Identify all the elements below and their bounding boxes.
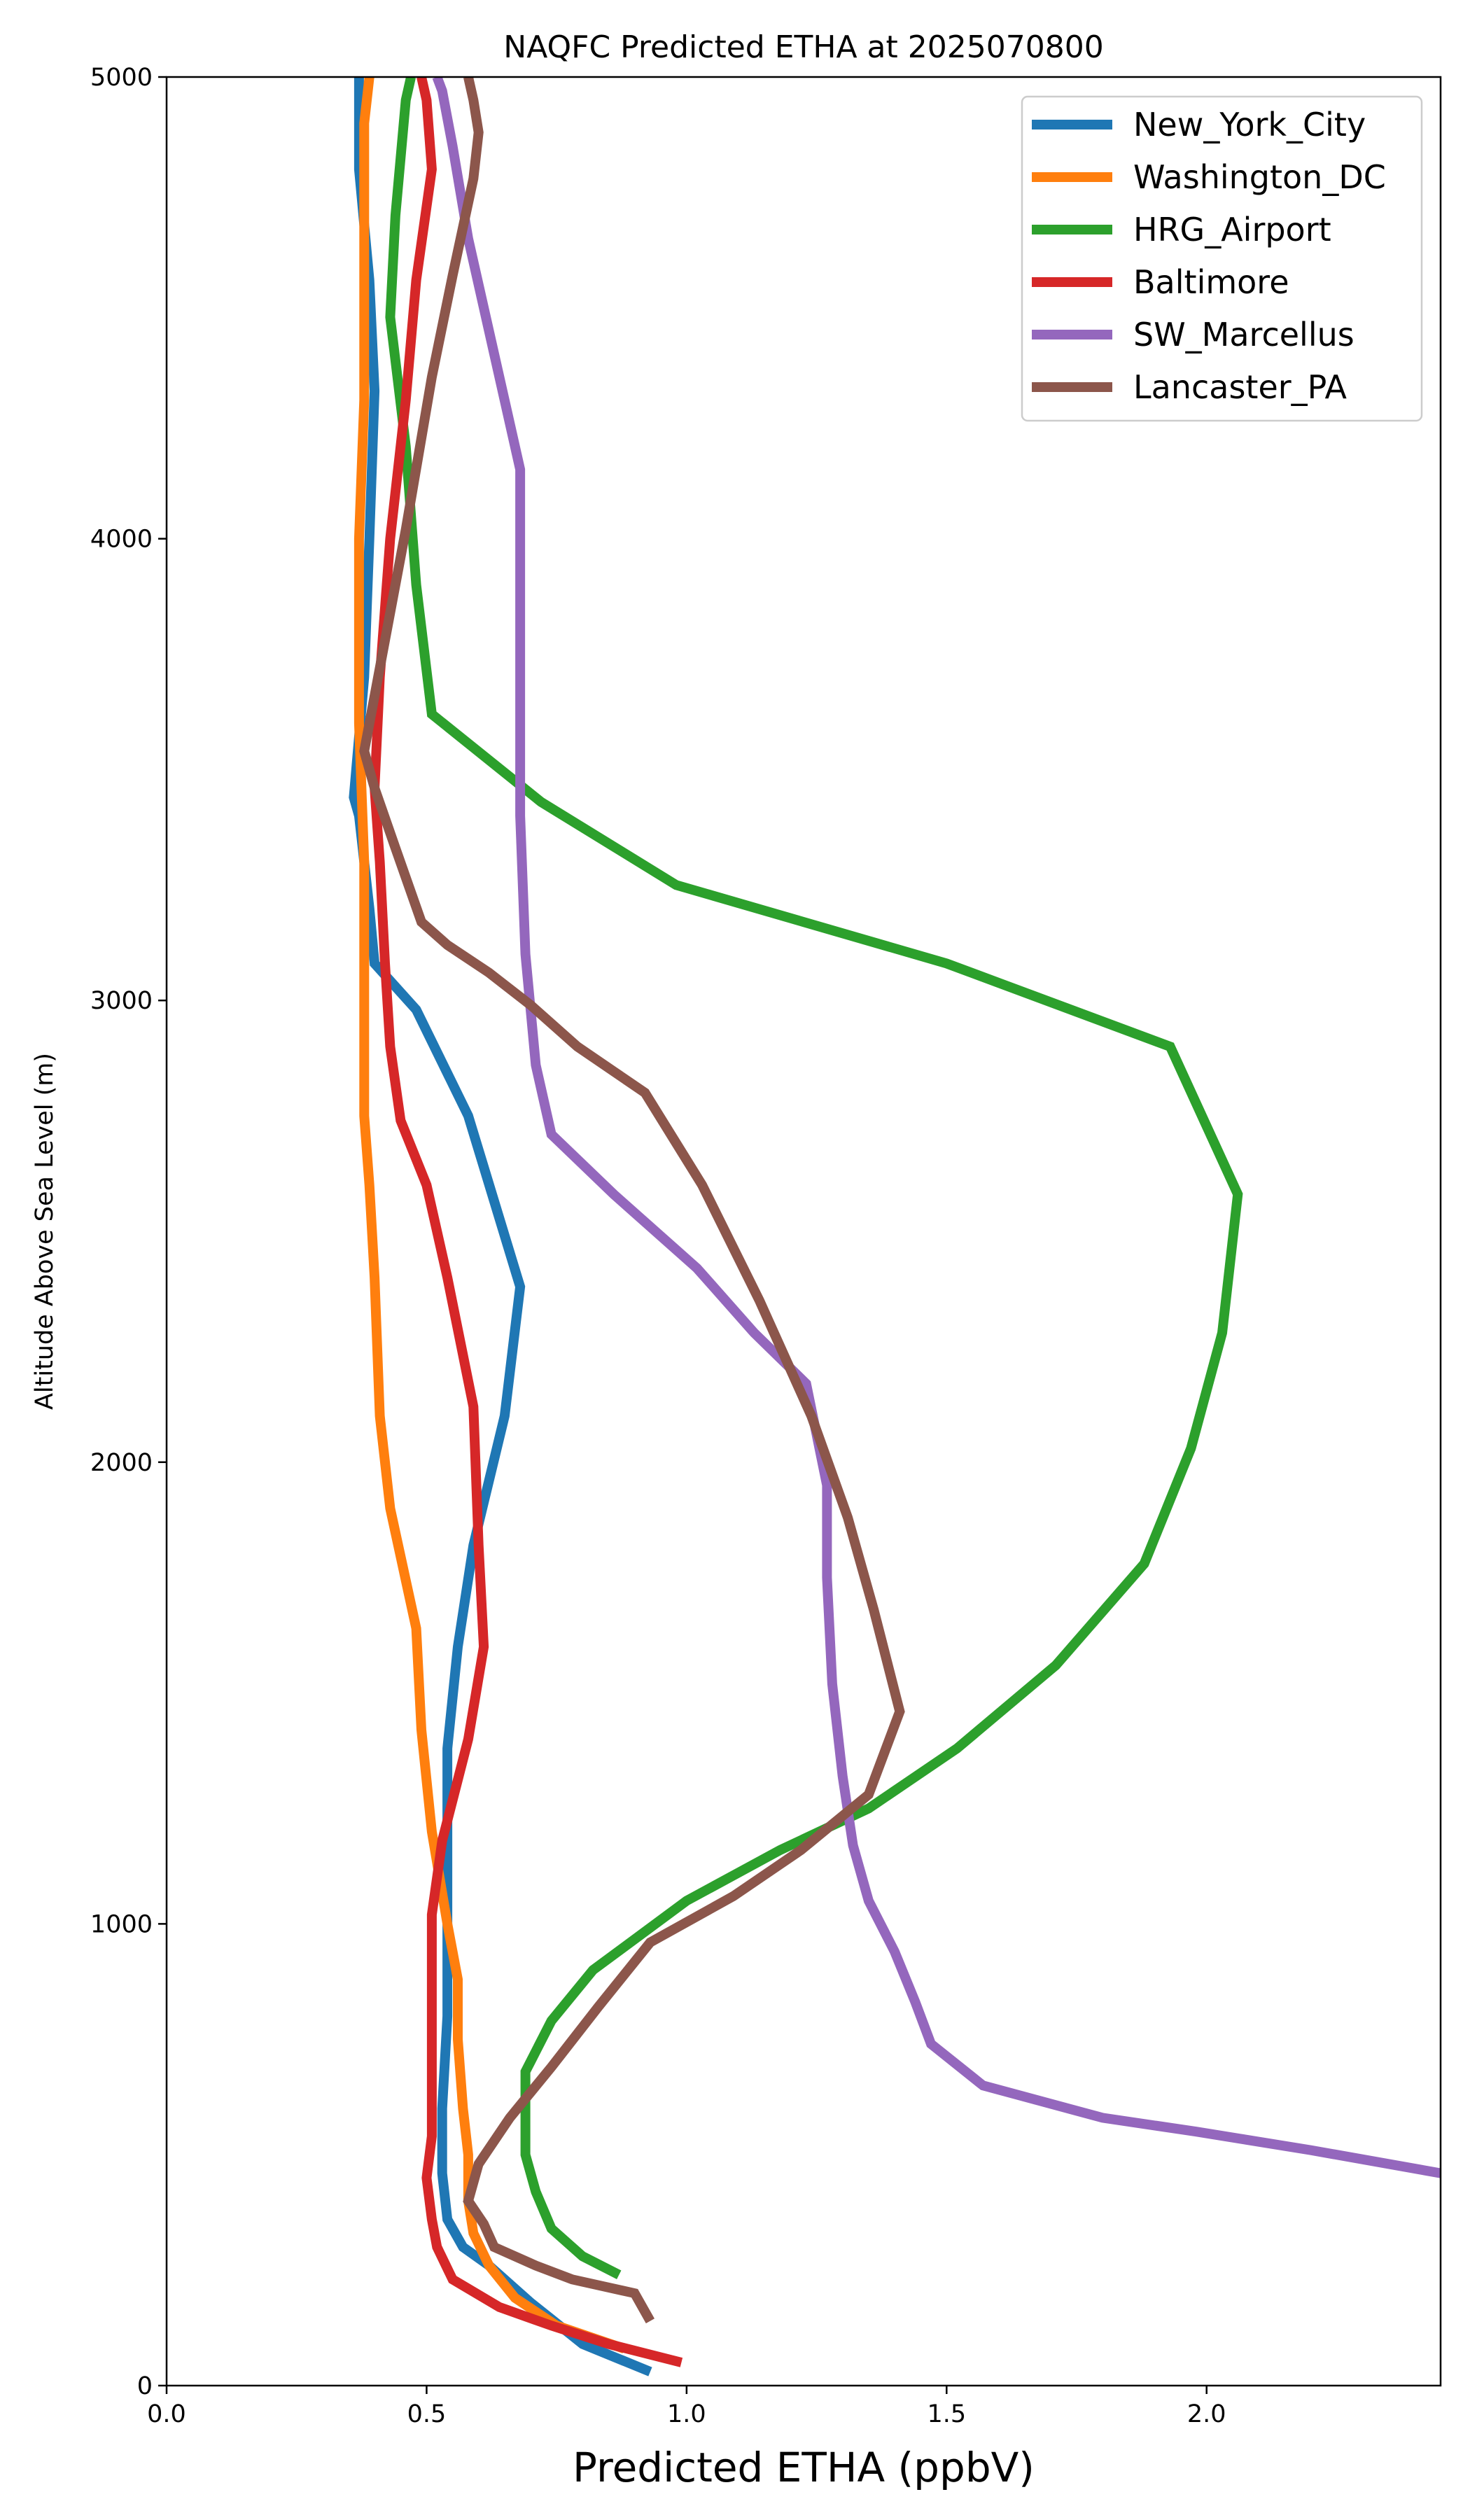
series-line-hrg-airport <box>385 77 1243 2279</box>
y-tick-label: 2000 <box>90 1449 153 1477</box>
legend-entries: New_York_City Washington_DC HRG_Airport Bal… <box>1032 106 1386 406</box>
legend-box <box>1021 95 1423 422</box>
legend-label: New_York_City <box>1133 106 1366 144</box>
chart-title: NAQFC Predicted ETHA at 2025070800 <box>503 29 1103 65</box>
y-tick-label: 1000 <box>90 1910 153 1938</box>
y-axis-label: Altitude Above Sea Level (m) <box>31 1053 59 1410</box>
y-axis-ticks: 0 1000 2000 3000 4000 5000 <box>90 64 167 2400</box>
y-tick-label: 0 <box>137 2372 153 2400</box>
x-tick-label: 1.0 <box>667 2400 706 2428</box>
y-tick-label: 3000 <box>90 987 153 1015</box>
y-tick-label: 4000 <box>90 526 153 554</box>
x-tick-label: 0.0 <box>147 2400 186 2428</box>
legend-label: Washington_DC <box>1133 158 1386 196</box>
plot-lines <box>349 77 1441 2376</box>
legend: New_York_City Washington_DC HRG_Airport Bal… <box>1021 95 1423 422</box>
series-line-washington-dc <box>354 77 626 2353</box>
plot-frame <box>165 76 1442 2387</box>
legend-label: Baltimore <box>1133 263 1289 301</box>
y-tick-label: 5000 <box>90 64 153 92</box>
series-line-new-york-city <box>349 77 652 2376</box>
x-axis-ticks: 0.0 0.5 1.0 1.5 2.0 <box>147 2386 1226 2428</box>
legend-label: Lancaster_PA <box>1133 368 1347 406</box>
series-line-baltimore <box>370 77 683 2367</box>
x-axis-label: Predicted ETHA (ppbV) <box>573 2444 1035 2491</box>
series-line-lancaster-pa <box>359 77 905 2324</box>
x-tick-label: 1.5 <box>927 2400 966 2428</box>
x-tick-label: 2.0 <box>1187 2400 1226 2428</box>
x-tick-label: 0.5 <box>407 2400 447 2428</box>
legend-label: HRG_Airport <box>1133 211 1331 248</box>
legend-label: SW_Marcellus <box>1133 316 1354 354</box>
